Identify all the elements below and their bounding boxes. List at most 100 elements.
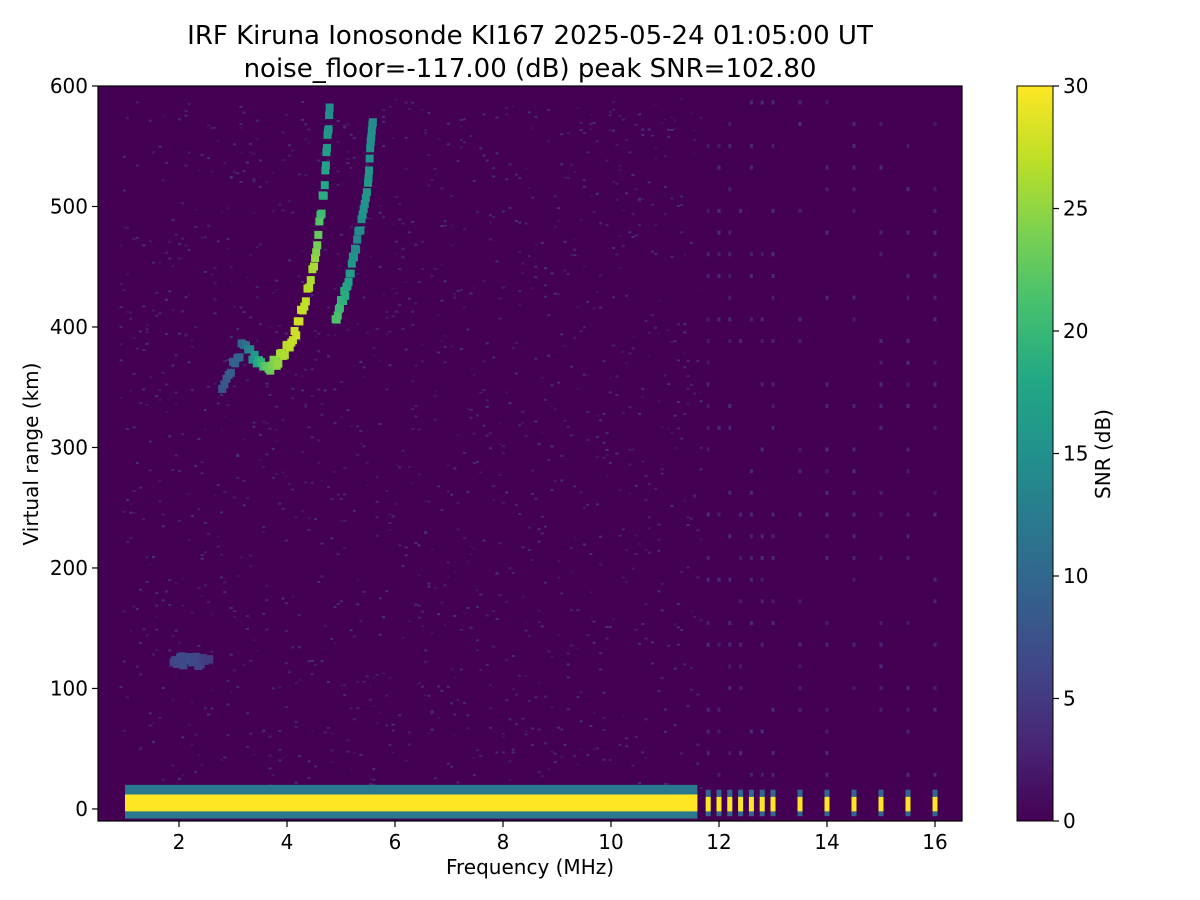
noise-cell [197, 169, 201, 172]
spike-noise [728, 404, 732, 409]
noise-cell [693, 496, 697, 499]
noise-cell [375, 721, 379, 724]
y-tick-label: 0 [75, 797, 88, 821]
noise-cell [245, 615, 249, 618]
noise-cell [177, 242, 181, 245]
noise-cell [433, 167, 437, 170]
noise-cell [634, 234, 638, 237]
noise-cell [200, 764, 204, 767]
noise-cell [592, 711, 596, 714]
noise-cell [378, 265, 382, 268]
noise-cell [463, 228, 467, 231]
noise-cell [628, 448, 632, 451]
noise-cell [278, 686, 282, 689]
noise-cell [579, 748, 583, 751]
noise-cell [563, 240, 567, 243]
noise-cell [699, 619, 703, 622]
noise-cell [437, 716, 441, 719]
noise-cell [375, 673, 379, 676]
noise-cell [333, 606, 337, 609]
spike-noise [749, 143, 753, 148]
noise-cell [382, 145, 386, 148]
noise-cell [453, 733, 457, 736]
trace-cell [361, 193, 370, 202]
trace-cell [274, 359, 283, 368]
noise-cell [404, 554, 408, 557]
noise-cell [524, 733, 528, 736]
spike-noise [749, 534, 753, 539]
spike-noise [825, 404, 829, 409]
noise-cell [187, 293, 191, 296]
noise-cell [148, 469, 152, 472]
noise-cell [621, 350, 625, 353]
spike-noise [760, 382, 764, 387]
spike-noise [717, 707, 721, 712]
noise-cell [152, 722, 155, 725]
noise-cell [336, 493, 340, 496]
noise-cell [229, 336, 233, 339]
spike-noise [771, 620, 775, 625]
spike-noise [906, 339, 910, 344]
noise-cell [450, 224, 454, 227]
spike-noise [749, 577, 753, 582]
noise-cell [686, 516, 690, 519]
noise-cell [469, 545, 473, 548]
noise-cell [382, 120, 386, 123]
spike-noise [706, 729, 710, 734]
noise-cell [122, 155, 126, 158]
spike-noise [825, 512, 829, 517]
noise-cell [579, 720, 583, 723]
noise-cell [673, 127, 677, 130]
noise-cell [660, 582, 664, 585]
noise-cell [569, 434, 573, 437]
noise-cell [699, 446, 703, 449]
noise-cell [650, 662, 654, 665]
noise-cell [540, 775, 544, 778]
noise-cell [511, 748, 515, 751]
noise-cell [262, 729, 266, 732]
noise-cell [527, 635, 531, 638]
noise-cell [683, 663, 687, 666]
x-tick-label: 12 [706, 830, 731, 854]
noise-cell [122, 510, 126, 513]
noise-cell [226, 680, 230, 683]
noise-cell [582, 373, 586, 376]
noise-cell [148, 563, 152, 566]
noise-cell [488, 432, 492, 435]
noise-cell [210, 662, 214, 665]
spike-noise [825, 729, 829, 734]
noise-cell [417, 473, 421, 476]
noise-cell [181, 736, 185, 739]
noise-cell [566, 176, 570, 179]
noise-cell [550, 655, 554, 658]
noise-cell [492, 645, 496, 648]
trace-cell [324, 125, 333, 134]
noise-cell [443, 280, 447, 283]
noise-cell [680, 437, 684, 440]
noise-cell [265, 385, 269, 388]
noise-cell [369, 685, 373, 688]
freq-spike [727, 796, 733, 812]
noise-cell [676, 626, 680, 629]
spike-noise [933, 122, 937, 127]
noise-cell [550, 706, 554, 709]
noise-cell [663, 730, 667, 733]
spike-noise [771, 208, 775, 213]
spike-noise [933, 490, 937, 495]
noise-cell [673, 119, 677, 122]
spike-noise [825, 751, 829, 756]
spike-noise [706, 425, 710, 430]
noise-cell [696, 743, 700, 746]
trace-cell [366, 144, 375, 153]
noise-cell [255, 296, 259, 299]
noise-cell [281, 159, 285, 162]
noise-cell [197, 754, 201, 757]
spike-noise [852, 187, 856, 192]
noise-cell [194, 770, 198, 773]
noise-cell [184, 164, 188, 167]
spike-noise [933, 317, 937, 322]
noise-cell [485, 399, 489, 402]
noise-cell [339, 600, 343, 603]
noise-cell [550, 750, 554, 753]
noise-cell [177, 118, 181, 121]
